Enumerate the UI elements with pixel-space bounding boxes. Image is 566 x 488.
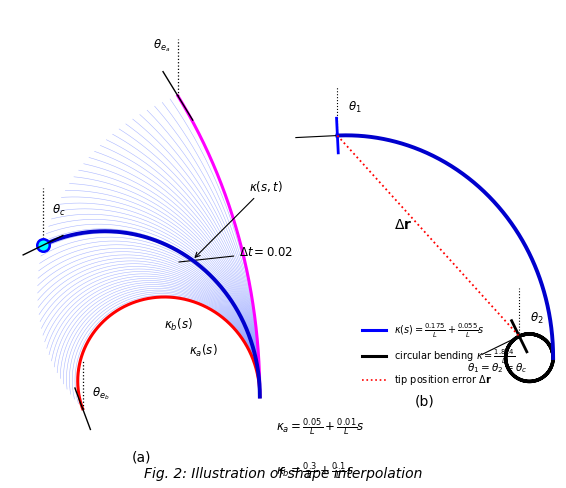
Legend: $\kappa(s) = \frac{0.175}{L} + \frac{0.055}{L}s$, circular bending $\kappa = \fr: $\kappa(s) = \frac{0.175}{L} + \frac{0.0… bbox=[358, 318, 519, 391]
Text: Fig. 2: Illustration of shape interpolation: Fig. 2: Illustration of shape interpolat… bbox=[144, 467, 422, 481]
Text: $\kappa(s,t)$: $\kappa(s,t)$ bbox=[195, 179, 283, 257]
Text: $\theta_1$: $\theta_1$ bbox=[348, 101, 362, 115]
Text: $\theta_{e_a}$: $\theta_{e_a}$ bbox=[153, 38, 170, 54]
Text: $\theta_c$: $\theta_c$ bbox=[53, 203, 66, 218]
Text: (b): (b) bbox=[415, 395, 434, 409]
Text: $\kappa_a = \frac{0.05}{L} + \frac{0.01}{L}s$: $\kappa_a = \frac{0.05}{L} + \frac{0.01}… bbox=[276, 416, 365, 438]
Text: $\theta_1 = \theta_2 = \theta_c$: $\theta_1 = \theta_2 = \theta_c$ bbox=[467, 361, 528, 375]
Text: $\theta_{e_b}$: $\theta_{e_b}$ bbox=[92, 385, 110, 402]
Text: $\Delta\mathbf{r}$: $\Delta\mathbf{r}$ bbox=[393, 218, 412, 232]
Text: (a): (a) bbox=[132, 451, 151, 465]
Text: $\kappa_a(s)$: $\kappa_a(s)$ bbox=[189, 343, 217, 359]
Text: $\kappa_b(s)$: $\kappa_b(s)$ bbox=[164, 317, 192, 333]
Text: $\Delta t = 0.02$: $\Delta t = 0.02$ bbox=[179, 246, 293, 262]
Text: $\kappa_b = \frac{0.3}{L} + \frac{0.1}{L}s$: $\kappa_b = \frac{0.3}{L} + \frac{0.1}{L… bbox=[276, 461, 354, 482]
Text: $\theta_2$: $\theta_2$ bbox=[530, 311, 543, 326]
